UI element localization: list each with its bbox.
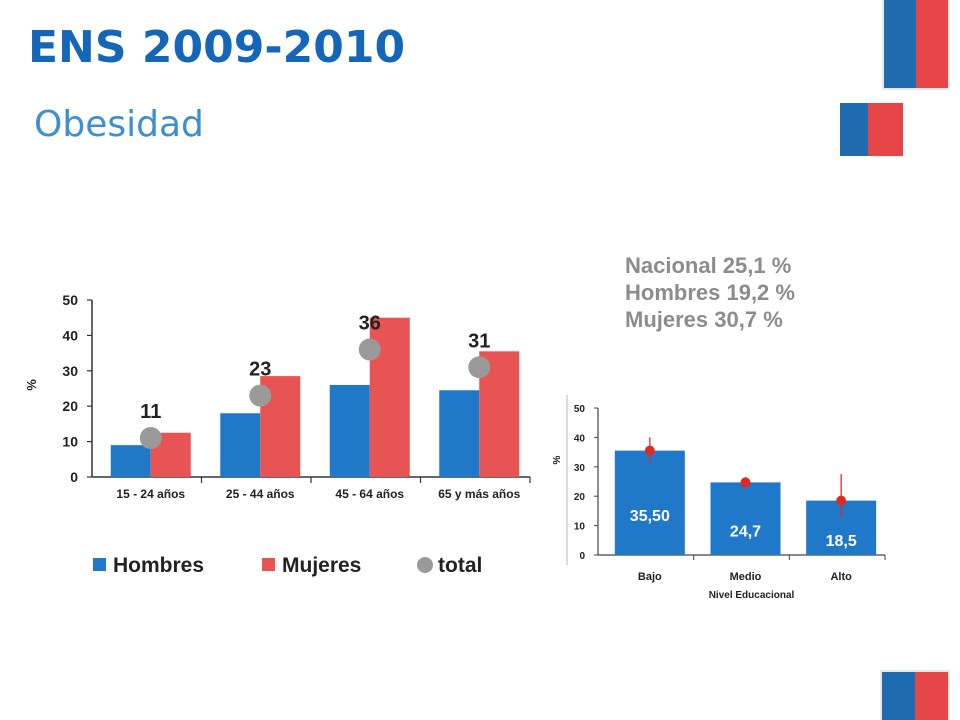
value-marker	[644, 445, 655, 456]
age-group-chart: 0 10 20 30 40 50% 11 15 - 24 años 23 25 - 44 años…	[24, 292, 531, 577]
legend-swatch	[262, 558, 275, 571]
bar-education	[614, 450, 685, 555]
legend-swatch	[417, 557, 433, 573]
bar-hombres	[439, 390, 480, 477]
x-tick-label: 45 - 64 años	[335, 487, 404, 501]
value-label: 24,7	[730, 524, 761, 541]
annotation-text: Nacional 25,1 %	[625, 253, 791, 278]
x-tick-label: 65 y más años	[438, 487, 520, 501]
x-tick-label: 25 - 44 años	[226, 487, 295, 501]
y-tick-label: 0	[70, 469, 78, 485]
point-total	[139, 427, 162, 450]
data-label: 23	[249, 359, 271, 381]
y-tick-label: 10	[574, 522, 586, 533]
x-tick-label: Medio	[730, 571, 762, 583]
y-tick-label: 20	[62, 398, 78, 414]
point-total	[358, 338, 381, 361]
legend-label: Hombres	[113, 554, 204, 577]
y-tick-label: 30	[574, 463, 586, 474]
legend-label: total	[438, 554, 482, 577]
x-tick-label: Alto	[830, 571, 852, 583]
flag-logo-middle	[840, 103, 903, 156]
bar-hombres	[110, 445, 151, 477]
y-tick-label: 40	[574, 433, 586, 444]
value-marker	[740, 477, 751, 488]
page-subtitle: Obesidad	[34, 104, 204, 145]
point-total	[249, 384, 272, 407]
flag-logo-top	[882, 0, 950, 90]
x-axis-label: Nivel Educacional	[709, 590, 795, 601]
y-tick-label: 20	[574, 492, 586, 503]
x-tick-label: Bajo	[638, 571, 662, 583]
legend-swatch	[93, 558, 106, 571]
page-title: ENS 2009-2010	[28, 22, 406, 73]
bar-education	[710, 482, 781, 555]
y-tick-label: 10	[62, 434, 78, 450]
bar-hombres	[220, 413, 261, 477]
y-axis-label: %	[24, 379, 39, 391]
value-marker	[836, 495, 847, 506]
point-total	[468, 356, 491, 379]
bar-hombres	[329, 384, 370, 477]
value-label: 18,5	[826, 533, 857, 550]
value-label: 35,50	[630, 508, 670, 525]
annotation-text: Mujeres 30,7 %	[625, 307, 783, 332]
legend-label: Mujeres	[282, 554, 361, 577]
y-tick-label: 40	[62, 327, 78, 343]
y-axis-label: %	[552, 455, 563, 464]
data-label: 36	[359, 313, 381, 335]
flag-logo-bottom	[880, 670, 950, 720]
data-label: 11	[140, 401, 161, 423]
y-tick-label: 30	[62, 363, 78, 379]
education-level-chart: Nacional 25,1 %Hombres 19,2 %Mujeres 30,…	[552, 253, 886, 601]
x-tick-label: 15 - 24 años	[116, 487, 185, 501]
y-tick-label: 0	[579, 551, 585, 562]
y-tick-label: 50	[574, 404, 586, 415]
annotation-text: Hombres 19,2 %	[625, 280, 795, 305]
y-tick-label: 50	[62, 292, 78, 308]
data-label: 31	[468, 330, 490, 352]
